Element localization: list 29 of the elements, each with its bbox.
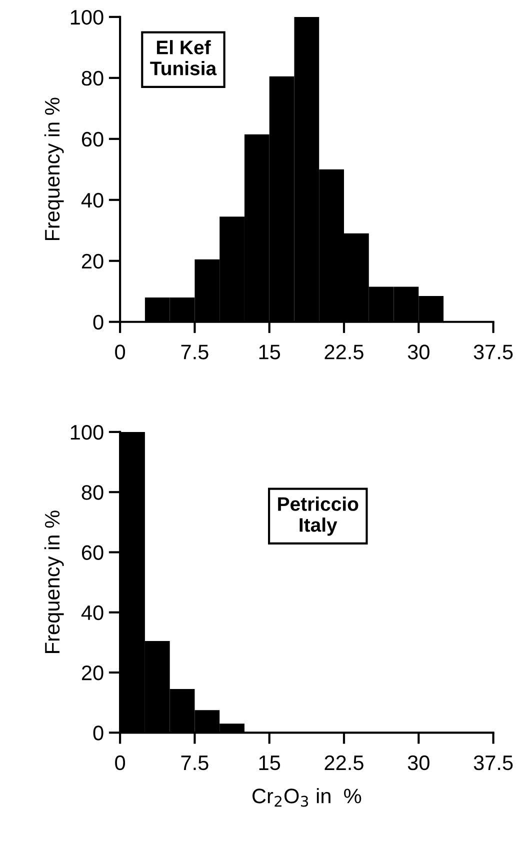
y-tick-label: 60 xyxy=(82,132,104,147)
y-tick-label: 100 xyxy=(70,424,104,440)
x-tick-label: 30 xyxy=(408,755,430,770)
x-tick-label: 37.5 xyxy=(474,344,513,360)
x-tick-label: 15 xyxy=(259,344,280,360)
annotation: Petriccio Italy xyxy=(278,496,358,536)
x-tick-label: 0 xyxy=(115,755,126,770)
y-tick-label: 0 xyxy=(93,314,104,330)
y-axis-title: Frequency in % xyxy=(44,510,64,653)
y-tick-label: 60 xyxy=(82,545,104,560)
y-tick-label: 20 xyxy=(82,254,104,269)
y-tick-label: 40 xyxy=(81,192,104,208)
x-tick-label: 0 xyxy=(115,344,126,360)
x-tick-label: 15 xyxy=(259,756,280,770)
y-tick-label: 20 xyxy=(82,666,104,680)
x-tick-label: 22.5 xyxy=(324,755,364,770)
x-tick-label: 30 xyxy=(408,344,430,360)
y-tick-label: 40 xyxy=(81,605,104,620)
y-tick-label: 80 xyxy=(82,70,104,86)
y-tick-label: 80 xyxy=(82,485,104,500)
y-tick-label: 100 xyxy=(70,10,104,25)
x-tick-label: 22.5 xyxy=(324,344,364,360)
y-tick-label: 0 xyxy=(93,726,104,740)
x-tick-label: 7.5 xyxy=(181,344,208,360)
x-tick-label: 7.5 xyxy=(181,756,208,770)
x-axis-title: Cr$_{2}$O$_{3}$ in % xyxy=(252,788,362,807)
x-tick-label: 37.5 xyxy=(474,755,513,770)
y-axis-title: Frequency in % xyxy=(44,98,64,240)
annotation: El Kef Tunisia xyxy=(150,40,217,76)
